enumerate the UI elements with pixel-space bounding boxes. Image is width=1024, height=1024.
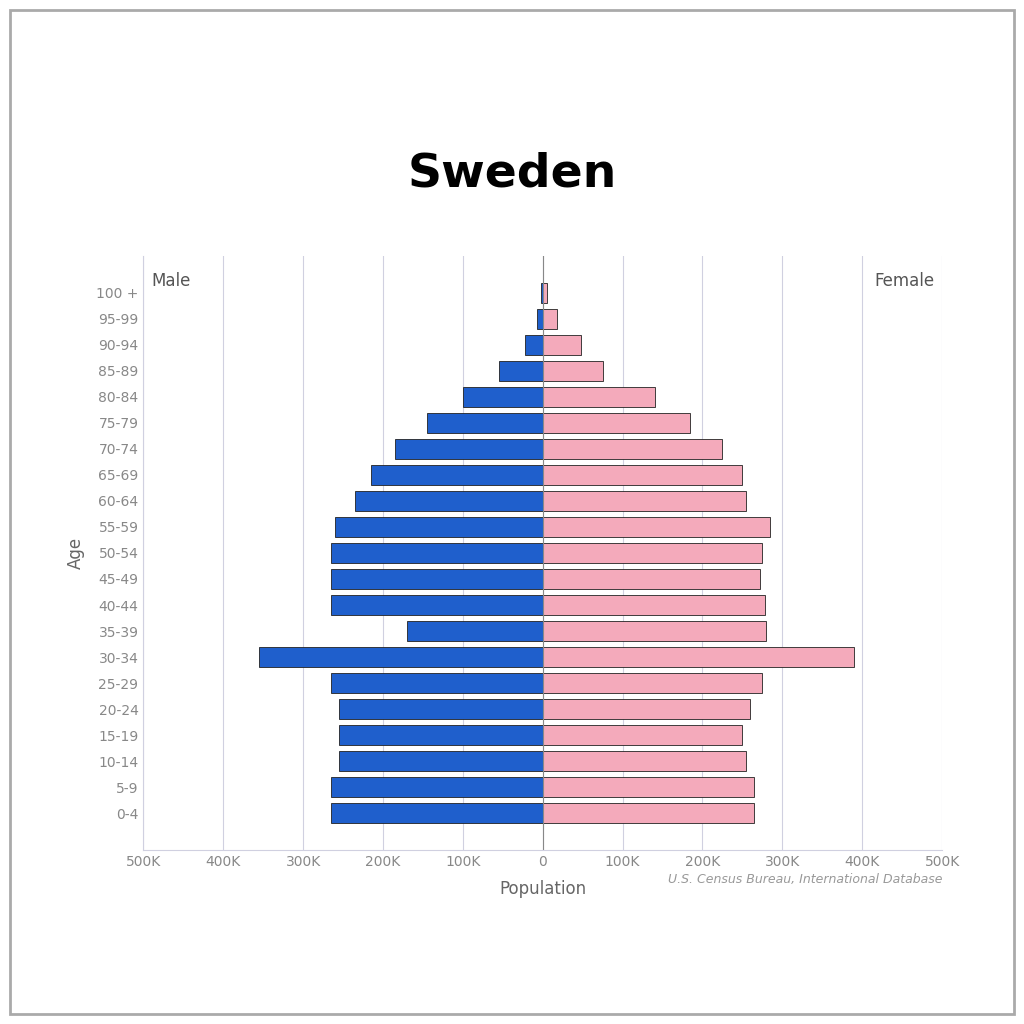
Text: Sweden: Sweden (408, 152, 616, 197)
Bar (543, 777, 755, 797)
Bar (427, 413, 543, 432)
Y-axis label: Age: Age (67, 537, 85, 569)
Bar (543, 413, 690, 432)
Bar (339, 725, 543, 744)
Bar (499, 361, 543, 381)
Bar (355, 492, 543, 511)
Bar (331, 674, 543, 693)
Bar (543, 595, 765, 614)
Bar (543, 647, 854, 667)
Bar (371, 465, 543, 484)
Bar (543, 674, 762, 693)
X-axis label: Population: Population (499, 880, 587, 898)
Text: Female: Female (873, 272, 934, 290)
Bar (543, 361, 602, 381)
Bar (543, 335, 581, 354)
Bar (525, 335, 543, 354)
Text: U.S. Census Bureau, International Database: U.S. Census Bureau, International Databa… (668, 872, 942, 886)
Bar (543, 517, 770, 537)
Bar (395, 439, 543, 459)
Bar (543, 439, 723, 459)
Bar (541, 283, 543, 302)
Bar (543, 492, 746, 511)
Bar (543, 543, 762, 563)
Bar (543, 725, 742, 744)
Bar (543, 309, 557, 329)
Bar (538, 309, 543, 329)
Bar (339, 752, 543, 771)
Bar (543, 387, 654, 407)
Bar (543, 804, 755, 823)
Bar (543, 752, 746, 771)
Bar (407, 622, 543, 641)
Bar (543, 283, 547, 302)
Bar (543, 569, 760, 589)
Text: Male: Male (152, 272, 190, 290)
Bar (335, 517, 543, 537)
Bar (543, 622, 766, 641)
Bar (463, 387, 543, 407)
Bar (331, 804, 543, 823)
Bar (331, 569, 543, 589)
Bar (331, 543, 543, 563)
Bar (331, 777, 543, 797)
Bar (331, 595, 543, 614)
Bar (339, 699, 543, 719)
Bar (543, 699, 751, 719)
Bar (543, 465, 742, 484)
Bar (259, 647, 543, 667)
